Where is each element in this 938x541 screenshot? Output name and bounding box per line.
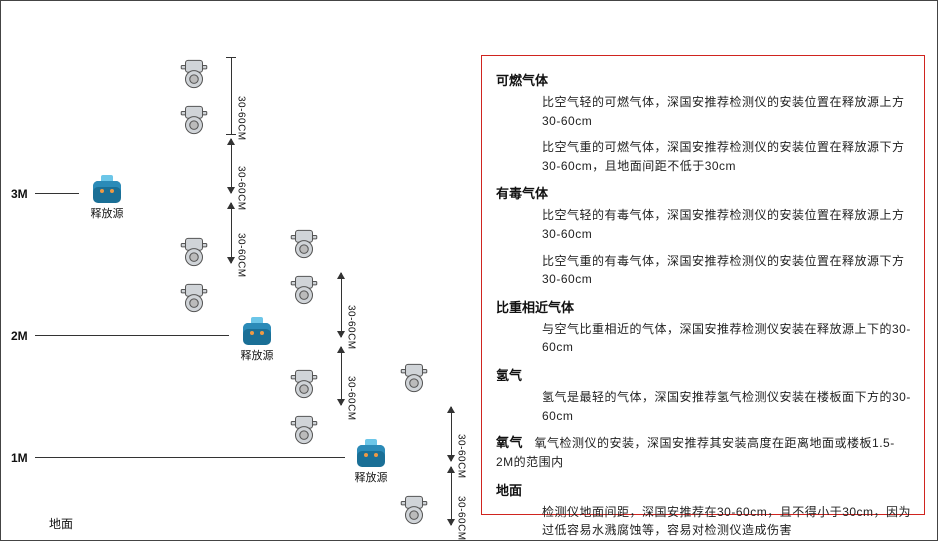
ground-label: 地面 (49, 515, 73, 532)
panel-heading: 有毒气体 (496, 183, 912, 202)
diagram-page: 3M 2M 1M 地面 释放源释放源释放源30-60CM30-60CM30-60… (0, 0, 938, 541)
panel-paragraph: 与空气比重相近的气体，深国安推荐检测仪安装在释放源上下的30-60cm (496, 320, 912, 357)
bracket-label: 30-60CM (456, 496, 467, 541)
bracket-label: 30-60CM (346, 376, 357, 421)
gas-detector-icon (287, 367, 321, 401)
panel-heading: 地面 (496, 480, 912, 499)
dimension-bracket: 30-60CM (333, 273, 351, 337)
source-label: 释放源 (81, 205, 133, 221)
emission-source: 释放源 (81, 181, 133, 221)
bracket-label: 30-60CM (236, 233, 247, 278)
source-icon (357, 445, 385, 467)
gas-detector-icon (287, 273, 321, 307)
leader-line (35, 335, 229, 336)
gas-detector-icon (397, 493, 431, 527)
y-label-3m: 3M (11, 187, 28, 201)
panel-paragraph: 氧气 氧气检测仪的安装，深国安推荐其安装高度在距离地面或楼板1.5-2M的范围内 (496, 433, 912, 472)
gas-detector-icon (287, 227, 321, 261)
dimension-bracket: 30-60CM (443, 467, 461, 525)
dimension-bracket: 30-60CM (223, 139, 241, 193)
source-label: 释放源 (345, 469, 397, 485)
gas-detector-icon (287, 413, 321, 447)
gas-detector-icon (397, 361, 431, 395)
gas-detector-icon (177, 103, 211, 137)
y-label-2m: 2M (11, 329, 28, 343)
panel-paragraph: 比空气重的有毒气体，深国安推荐检测仪的安装位置在释放源下方30-60cm (496, 252, 912, 289)
source-icon (243, 323, 271, 345)
info-panel: 可燃气体比空气轻的可燃气体，深国安推荐检测仪的安装位置在释放源上方30-60cm… (481, 55, 925, 515)
panel-heading: 比重相近气体 (496, 297, 912, 316)
dimension-bracket: 30-60CM (443, 407, 461, 461)
panel-paragraph: 比空气重的可燃气体，深国安推荐检测仪的安装位置在释放源下方30-60cm，且地面… (496, 138, 912, 175)
gas-detector-icon (177, 281, 211, 315)
panel-paragraph: 氢气是最轻的气体，深国安推荐氢气检测仪安装在楼板面下方的30-60cm (496, 388, 912, 425)
leader-line (35, 193, 79, 194)
bracket-label: 30-60CM (346, 305, 357, 350)
panel-heading: 可燃气体 (496, 70, 912, 89)
emission-source: 释放源 (231, 323, 283, 363)
panel-heading: 氧气 (496, 435, 523, 450)
panel-heading: 氢气 (496, 365, 912, 384)
emission-source: 释放源 (345, 445, 397, 485)
y-label-1m: 1M (11, 451, 28, 465)
source-icon (93, 181, 121, 203)
gas-detector-icon (177, 235, 211, 269)
panel-paragraph: 检测仪地面间距，深国安推荐在30-60cm，且不得小于30cm，因为过低容易水溅… (496, 503, 912, 540)
source-label: 释放源 (231, 347, 283, 363)
leader-line (35, 457, 345, 458)
dimension-bracket: 30-60CM (333, 347, 351, 405)
panel-paragraph: 比空气轻的可燃气体，深国安推荐检测仪的安装位置在释放源上方30-60cm (496, 93, 912, 130)
bracket-label: 30-60CM (236, 96, 247, 141)
gas-detector-icon (177, 57, 211, 91)
panel-paragraph: 比空气轻的有毒气体，深国安推荐检测仪的安装位置在释放源上方30-60cm (496, 206, 912, 243)
dimension-bracket: 30-60CM (223, 57, 241, 135)
dimension-bracket: 30-60CM (223, 203, 241, 263)
